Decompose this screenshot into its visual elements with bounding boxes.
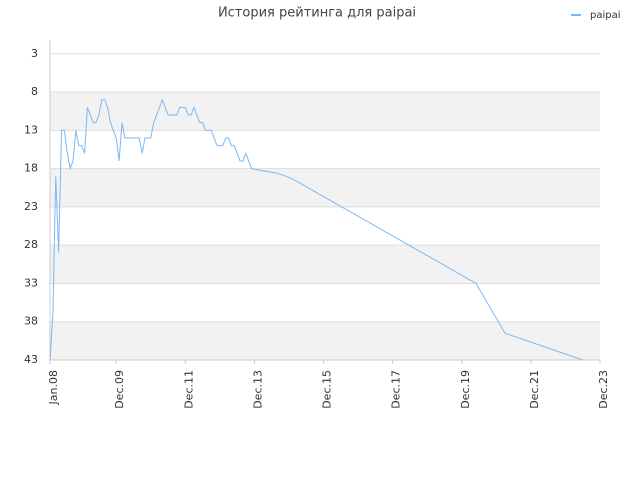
y-tick-label: 8 [31, 85, 38, 98]
x-tick-label: Dec.21 [528, 370, 541, 409]
y-tick-label: 13 [24, 123, 38, 136]
x-tick-label: Dec.17 [390, 370, 403, 409]
legend-label: paipai [590, 10, 621, 21]
x-tick-label: Dec.23 [597, 370, 610, 409]
x-tick-label: Dec.15 [321, 370, 334, 409]
chart-title: История рейтинга для paipai [218, 6, 416, 21]
band [50, 245, 600, 284]
line [49, 98, 583, 361]
y-tick-label: 3 [31, 47, 38, 60]
x-tick-label: Jan.08 [47, 370, 60, 405]
y-tick-label: 38 [24, 315, 38, 328]
y-tick-label: 43 [24, 353, 38, 366]
x-tick-label: Dec.13 [251, 370, 264, 409]
x-tick-label: Dec.19 [459, 370, 472, 409]
y-tick-label: 33 [24, 276, 38, 289]
band [50, 321, 600, 360]
y-tick-label: 23 [24, 200, 38, 213]
y-tick-label: 28 [24, 238, 38, 251]
x-tick-label: Dec.09 [113, 370, 126, 409]
x-tick-label: Dec.11 [182, 370, 195, 409]
band [50, 168, 600, 207]
band [50, 92, 600, 131]
y-tick-label: 18 [24, 162, 38, 175]
